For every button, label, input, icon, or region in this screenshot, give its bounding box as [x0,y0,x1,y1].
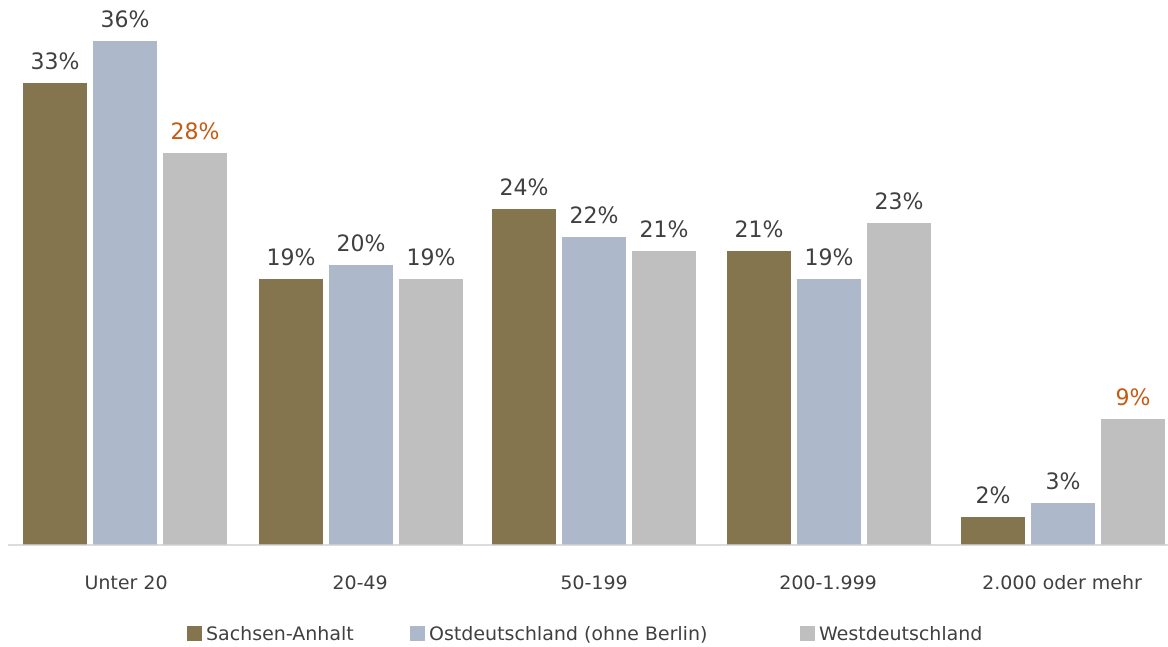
legend-swatch-westdeutschland [800,626,815,641]
value-label-westdeutschland-200-1-999: 23% [875,190,924,215]
value-label-sachsen-anhalt-2-000-oder-mehr: 2% [976,484,1011,509]
category-label-20-49: 20-49 [332,572,387,594]
legend-item-westdeutschland: Westdeutschland [800,623,982,645]
legend-label-ostdeutschland-ohne-berlin: Ostdeutschland (ohne Berlin) [429,623,707,645]
legend-item-sachsen-anhalt: Sachsen-Anhalt [187,623,354,645]
value-label-sachsen-anhalt-50-199: 24% [500,176,549,201]
bar-westdeutschland-20-49 [399,279,463,545]
bar-ostdeutschland-ohne-berlin-20-49 [329,265,393,545]
legend-swatch-sachsen-anhalt [187,626,202,641]
legend-label-sachsen-anhalt: Sachsen-Anhalt [206,623,354,645]
bar-sachsen-anhalt-200-1-999 [727,251,791,545]
value-label-ostdeutschland-ohne-berlin-200-1-999: 19% [805,246,854,271]
category-labels-group: Unter 20 20-49 50-199 200-1.999 2.000 oder m… [84,572,1142,594]
bar-sachsen-anhalt-unter-20 [23,83,87,545]
value-label-ostdeutschland-ohne-berlin-unter-20: 36% [101,8,150,33]
value-label-westdeutschland-2-000-oder-mehr: 9% [1116,386,1151,411]
bar-ostdeutschland-ohne-berlin-unter-20 [93,41,157,545]
value-labels-group: 33% 36% 28% 19% 20% 19% 24% 22% 21% 21% 19% 23% 2% 3%… [31,8,1151,509]
value-label-westdeutschland-50-199: 21% [640,218,689,243]
bars-group [23,41,1165,545]
category-label-unter-20: Unter 20 [84,572,167,594]
bar-ostdeutschland-ohne-berlin-2-000-oder-mehr [1031,503,1095,545]
value-label-ostdeutschland-ohne-berlin-50-199: 22% [570,204,619,229]
bar-ostdeutschland-ohne-berlin-50-199 [562,237,626,545]
value-label-westdeutschland-20-49: 19% [407,246,456,271]
category-label-50-199: 50-199 [560,572,627,594]
bar-ostdeutschland-ohne-berlin-200-1-999 [797,279,861,545]
legend-label-westdeutschland: Westdeutschland [819,623,982,645]
legend: Sachsen-Anhalt Ostdeutschland (ohne Berli… [187,623,982,645]
bar-westdeutschland-50-199 [632,251,696,545]
legend-swatch-ostdeutschland-ohne-berlin [410,626,425,641]
bar-westdeutschland-2-000-oder-mehr [1101,419,1165,545]
value-label-ostdeutschland-ohne-berlin-2-000-oder-mehr: 3% [1046,470,1081,495]
value-label-sachsen-anhalt-unter-20: 33% [31,50,80,75]
bar-westdeutschland-200-1-999 [867,223,931,545]
bar-sachsen-anhalt-50-199 [492,209,556,545]
value-label-sachsen-anhalt-200-1-999: 21% [735,218,784,243]
category-label-2-000-oder-mehr: 2.000 oder mehr [982,572,1142,594]
category-label-200-1-999: 200-1.999 [779,572,877,594]
bar-sachsen-anhalt-20-49 [259,279,323,545]
bar-westdeutschland-unter-20 [163,153,227,545]
legend-item-ostdeutschland-ohne-berlin: Ostdeutschland (ohne Berlin) [410,623,707,645]
value-label-westdeutschland-unter-20: 28% [171,120,220,145]
value-label-ostdeutschland-ohne-berlin-20-49: 20% [337,232,386,257]
bar-sachsen-anhalt-2-000-oder-mehr [961,517,1025,545]
value-label-sachsen-anhalt-20-49: 19% [267,246,316,271]
